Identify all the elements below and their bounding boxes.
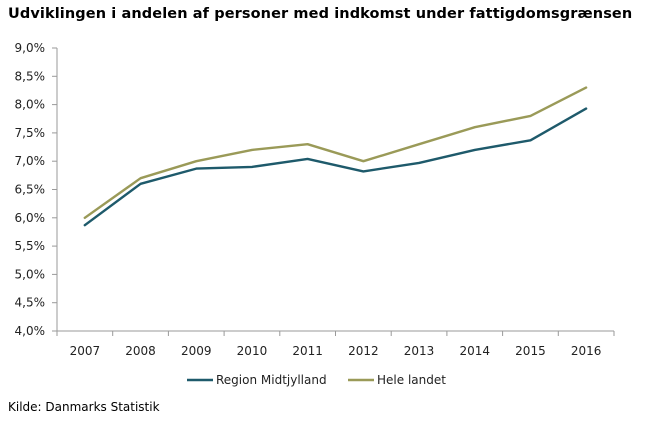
x-tick-label: 2014: [459, 344, 490, 358]
y-tick-label: 5,5%: [15, 239, 46, 253]
legend: Region Midtjylland Hele landet: [187, 373, 446, 387]
y-tick-label: 5,0%: [15, 267, 46, 281]
legend-item-hele-landet: Hele landet: [377, 373, 446, 387]
chart-title: Udviklingen i andelen af personer med in…: [8, 6, 633, 22]
x-tick-label: 2011: [292, 344, 323, 358]
y-tick-label: 6,0%: [15, 211, 46, 225]
y-tick-labels: 4,0% 4,5% 5,0% 5,5% 6,0% 6,5% 7,0% 7,5% 8,0% 8,5%…: [15, 41, 46, 338]
y-tick-label: 8,5%: [15, 69, 46, 83]
y-tick-label: 9,0%: [15, 41, 46, 55]
x-tick-label: 2015: [515, 344, 546, 358]
y-tick-label: 4,5%: [15, 296, 46, 310]
y-tick-label: 8,0%: [15, 98, 46, 112]
x-tick-label: 2012: [348, 344, 379, 358]
x-tick-label: 2007: [70, 344, 101, 358]
legend-item-region-midtjylland: Region Midtjylland: [216, 373, 327, 387]
x-tick-label: 2009: [181, 344, 212, 358]
y-tick-label: 7,0%: [15, 154, 46, 168]
x-tick-label: 2013: [404, 344, 435, 358]
axes: [52, 47, 615, 336]
x-tick-label: 2010: [237, 344, 268, 358]
series-line-hele-landet: [83, 86, 588, 220]
series-lines: [83, 86, 588, 227]
y-tick-label: 4,0%: [15, 324, 46, 338]
y-tick-label: 6,5%: [15, 183, 46, 197]
x-tick-label: 2008: [125, 344, 156, 358]
series-line-region-midtjylland: [83, 107, 588, 227]
x-tick-labels: 2007 2008 2009 2010 2011 2012 2013 2014 2015 2016: [70, 344, 602, 358]
x-tick-label: 2016: [571, 344, 602, 358]
y-tick-label: 7,5%: [15, 126, 46, 140]
source-note: Kilde: Danmarks Statistik: [8, 400, 160, 414]
